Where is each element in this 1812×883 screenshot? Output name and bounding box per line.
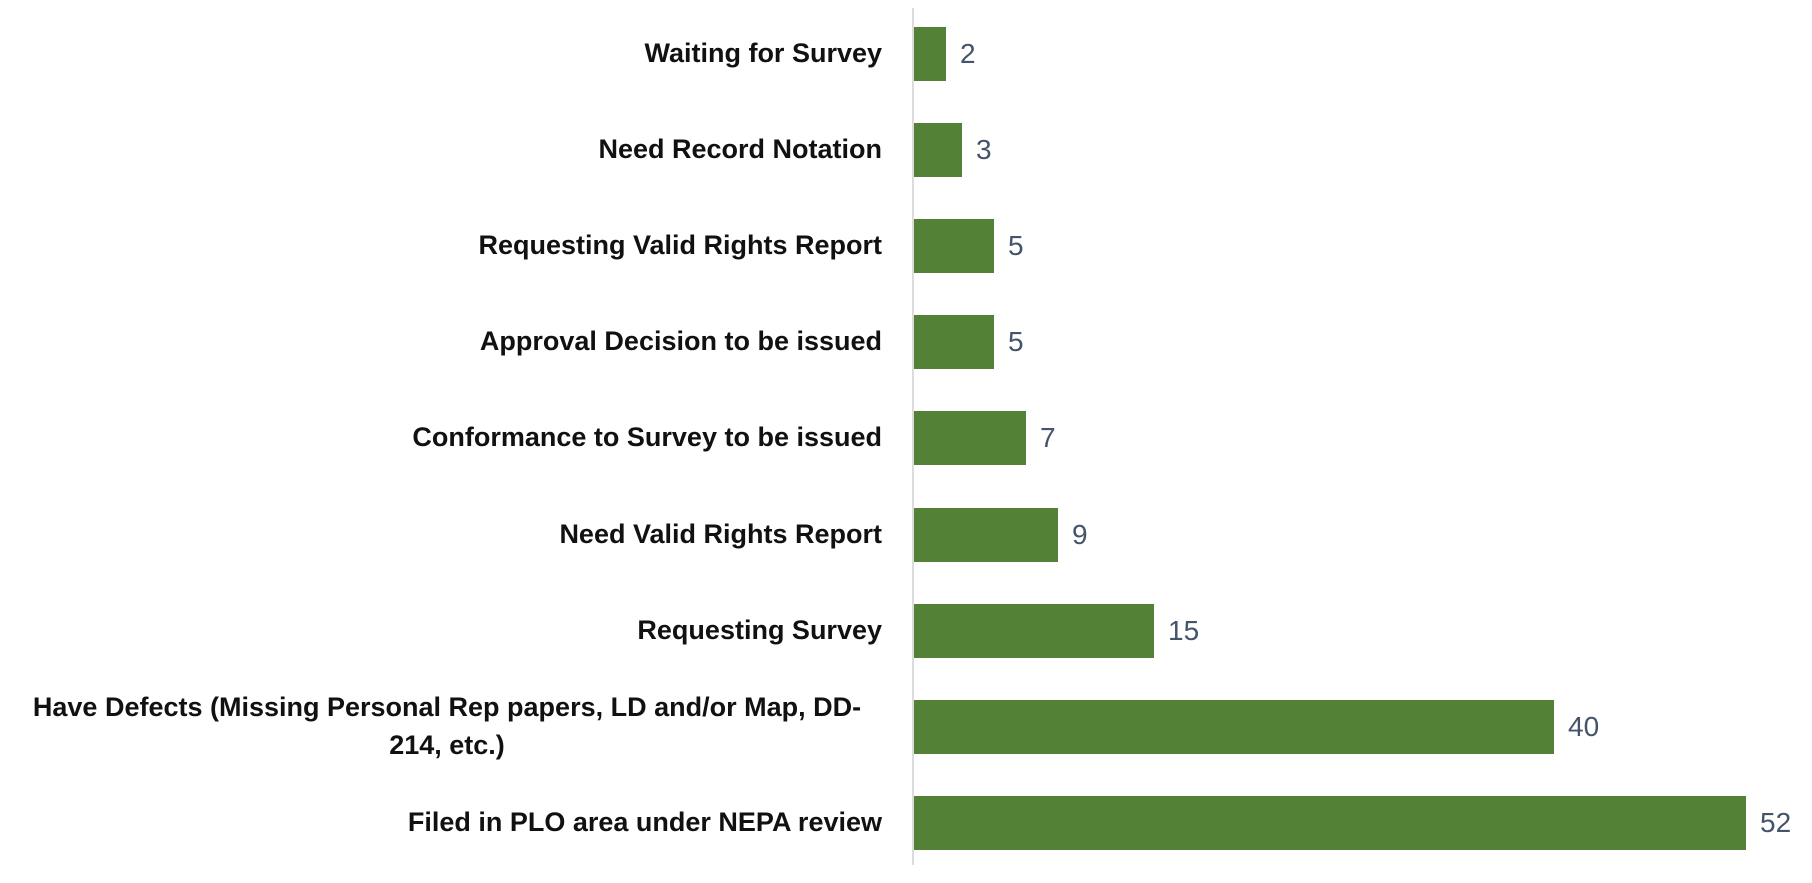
category-label: Waiting for Survey bbox=[644, 38, 882, 69]
bar bbox=[914, 795, 1746, 850]
value-label: 9 bbox=[1072, 518, 1088, 550]
category-label: Filed in PLO area under NEPA review bbox=[407, 806, 882, 837]
bar bbox=[914, 219, 994, 274]
value-label: 7 bbox=[1040, 422, 1056, 454]
value-label: 3 bbox=[976, 134, 992, 166]
category-label: Need Record Notation bbox=[598, 134, 882, 165]
bar bbox=[914, 699, 1554, 754]
category-label-box: Need Record Notation bbox=[0, 90, 882, 210]
bar bbox=[914, 603, 1154, 658]
page: {"chart_data": {"type": "bar", "orientat… bbox=[0, 0, 1792, 865]
category-label: Requesting Survey bbox=[637, 614, 882, 645]
value-label: 5 bbox=[1008, 230, 1024, 262]
category-label-box: Requesting Survey bbox=[0, 571, 882, 691]
category-label: Approval Decision to be issued bbox=[479, 326, 882, 357]
bar bbox=[914, 411, 1026, 466]
category-label-box: Need Valid Rights Report bbox=[0, 475, 882, 595]
category-label: Conformance to Survey to be issued bbox=[412, 422, 882, 453]
category-label-box: Requesting Valid Rights Report bbox=[0, 186, 882, 306]
bar bbox=[914, 27, 946, 81]
value-label: 15 bbox=[1168, 614, 1200, 646]
category-label-box: Conformance to Survey to be issued bbox=[0, 378, 882, 498]
value-label: 2 bbox=[960, 38, 976, 69]
bar bbox=[914, 123, 962, 178]
category-label-box: Filed in PLO area under NEPA review bbox=[0, 763, 882, 883]
category-label-box: Waiting for Survey bbox=[0, 0, 882, 114]
category-label: Requesting Valid Rights Report bbox=[478, 230, 882, 261]
bar bbox=[914, 315, 994, 370]
chart: Waiting for Survey 2 Need Record Notation 3… bbox=[0, 0, 1792, 865]
category-label-box: Have Defects (Missing Personal Rep paper… bbox=[0, 667, 882, 787]
category-label: Need Valid Rights Report bbox=[559, 518, 882, 549]
category-label: Have Defects (Missing Personal Rep paper… bbox=[32, 691, 862, 760]
bar bbox=[914, 507, 1058, 562]
value-label: 5 bbox=[1008, 326, 1024, 358]
axis-line bbox=[912, 8, 914, 865]
category-label-box: Approval Decision to be issued bbox=[0, 282, 882, 402]
value-label: 52 bbox=[1760, 806, 1792, 838]
value-label: 40 bbox=[1568, 710, 1600, 742]
